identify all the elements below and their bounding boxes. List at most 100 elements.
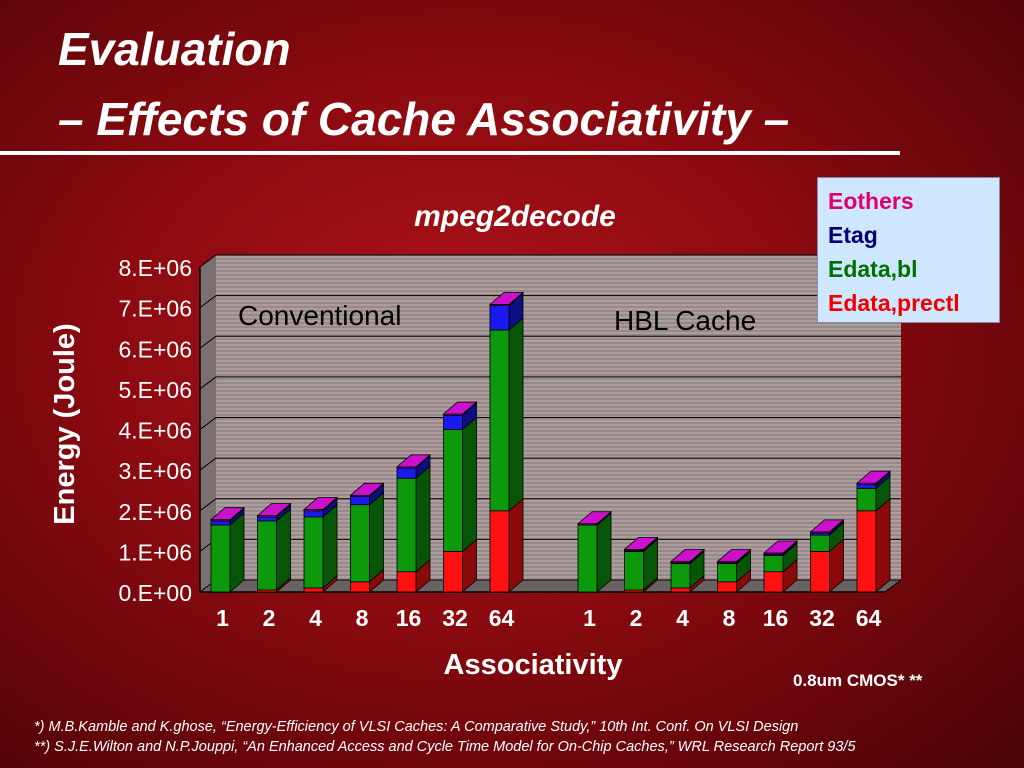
bar-segment-edata-bl — [670, 563, 691, 589]
bar-segment-edata-prectl — [670, 587, 691, 593]
y-tick-label: 7.E+06 — [118, 296, 192, 322]
bar-segment-edata-bl — [350, 504, 370, 583]
x-tick-label: 32 — [442, 605, 468, 631]
bar-segment-etag — [210, 520, 231, 526]
bar-segment-etag — [489, 305, 510, 331]
bar-top-cap — [762, 540, 799, 554]
footnote-1: *) M.B.Kamble and K.ghose, “Energy-Effic… — [34, 719, 799, 735]
bar-top-cap — [302, 497, 339, 510]
bar-segment-edata-bl — [396, 477, 417, 573]
bar-top-cap — [488, 291, 525, 305]
group-label-conventional: Conventional — [238, 300, 401, 331]
bar-segment-etag — [303, 510, 324, 518]
slide-title-line1: Evaluation — [58, 23, 291, 75]
gridline — [199, 417, 901, 430]
footnote-2: **) S.J.E.Wilton and N.P.Jouppi, “An Enh… — [34, 739, 856, 755]
legend-item-edata-prectl: Edata,prectl — [828, 290, 960, 316]
bar-segment-edata-bl — [624, 550, 644, 591]
chart-title: mpeg2decode — [414, 200, 616, 233]
bar-segment-etag — [856, 483, 877, 489]
bar-segment-edata-prectl — [763, 571, 784, 593]
title-underline — [0, 151, 900, 155]
bar-segment-edata-bl — [577, 524, 598, 593]
x-tick-label: 64 — [856, 605, 882, 631]
x-tick-label: 16 — [396, 605, 422, 631]
gridline — [199, 498, 901, 512]
bar-top-cap — [576, 511, 613, 525]
gridline — [199, 376, 901, 390]
x-tick-label: 1 — [583, 605, 596, 631]
bar-top-cap — [209, 507, 246, 521]
bar-top-cap — [809, 519, 845, 533]
bar-segment-edata-prectl — [396, 571, 417, 593]
bar-side-edata-bl — [229, 512, 245, 593]
bar-segment-edata-bl — [717, 563, 737, 583]
x-tick-label: 8 — [723, 605, 736, 631]
bar-segment-edata-prectl — [350, 581, 370, 593]
bar-side-edata-bl — [596, 512, 612, 593]
bar-segment-etag — [443, 414, 463, 430]
bar-segment-edata-bl — [303, 516, 324, 589]
axis-corner-line — [884, 579, 902, 593]
bar-top-cap — [442, 401, 478, 415]
x-tick-label: 4 — [676, 605, 689, 631]
bar-top-cap — [623, 536, 659, 550]
x-tick-label: 2 — [630, 605, 643, 631]
bar-segment-edata-bl — [210, 524, 231, 593]
bar-segment-edata-prectl — [443, 550, 463, 593]
bar-segment-edata-bl — [257, 520, 277, 591]
bar-segment-etag — [350, 496, 370, 506]
bar-segment-edata-prectl — [810, 550, 830, 593]
bar-segment-etag — [396, 467, 417, 479]
bar-segment-edata-prectl — [489, 510, 510, 593]
bar-side-edata-bl — [415, 465, 431, 573]
y-tick-label: 5.E+06 — [118, 377, 192, 403]
gridline — [199, 254, 901, 268]
bar-side-edata-prectl — [508, 497, 524, 593]
bar-segment-edata-bl — [810, 534, 830, 552]
chart-legend: Eothers Etag Edata,bl Edata,prectl — [817, 177, 1000, 323]
bar-side-edata-bl — [369, 491, 384, 583]
bar-side-edata-bl — [462, 416, 477, 553]
group-label-hbl-cache: HBL Cache — [614, 305, 756, 336]
legend-item-edata-bl: Edata,bl — [828, 256, 918, 282]
y-tick-label: 6.E+06 — [118, 336, 192, 362]
bar-segment-edata-bl — [856, 488, 877, 512]
y-tick-label: 4.E+06 — [118, 418, 192, 444]
bars — [209, 291, 892, 593]
bar-segment-edata-bl — [763, 555, 784, 573]
bar-segment-edata-prectl — [303, 587, 324, 593]
x-tick-label: 2 — [263, 605, 276, 631]
bar-side-edata-bl — [276, 508, 291, 591]
gridline — [199, 335, 901, 349]
bar-top-cap — [855, 470, 892, 484]
y-tick-label: 3.E+06 — [118, 458, 192, 484]
bar-segment-edata-bl — [489, 329, 510, 512]
bar-segment-edata-bl — [443, 429, 463, 552]
axis-labels: 0.E+00 1.E+06 2.E+06 3.E+06 4.E+06 5.E+06 6.E+… — [118, 255, 881, 631]
x-tick-label: 8 — [356, 605, 369, 631]
y-tick-label: 8.E+06 — [118, 255, 192, 281]
energy-bar-chart: 0.E+00 1.E+06 2.E+06 3.E+06 4.E+06 5.E+06 6.E+… — [49, 200, 902, 681]
legend-item-eothers: Eothers — [828, 188, 914, 214]
y-tick-label: 2.E+06 — [118, 499, 192, 525]
bar-top-cap — [669, 549, 706, 562]
bar-segment-edata-prectl — [856, 510, 877, 593]
y-tick-label: 0.E+00 — [118, 580, 192, 606]
x-tick-label: 64 — [489, 605, 515, 631]
bar-top-cap — [395, 454, 432, 468]
y-axis-label: Energy (Joule) — [49, 323, 81, 524]
x-axis-label: Associativity — [444, 649, 623, 681]
gridline — [199, 295, 901, 309]
slide-title-line2: – Effects of Cache Associativity – — [58, 93, 790, 145]
gridline — [199, 457, 901, 471]
bar-segment-etag — [257, 516, 277, 522]
x-tick-label: 4 — [309, 605, 322, 631]
x-tick-label: 32 — [809, 605, 835, 631]
x-tick-label: 1 — [216, 605, 229, 631]
bar-top-cap — [256, 503, 292, 517]
bar-side-edata-bl — [508, 317, 524, 512]
x-tick-label: 16 — [763, 605, 789, 631]
y-tick-label: 1.E+06 — [118, 539, 192, 565]
technology-note: 0.8um CMOS* ** — [793, 671, 923, 690]
